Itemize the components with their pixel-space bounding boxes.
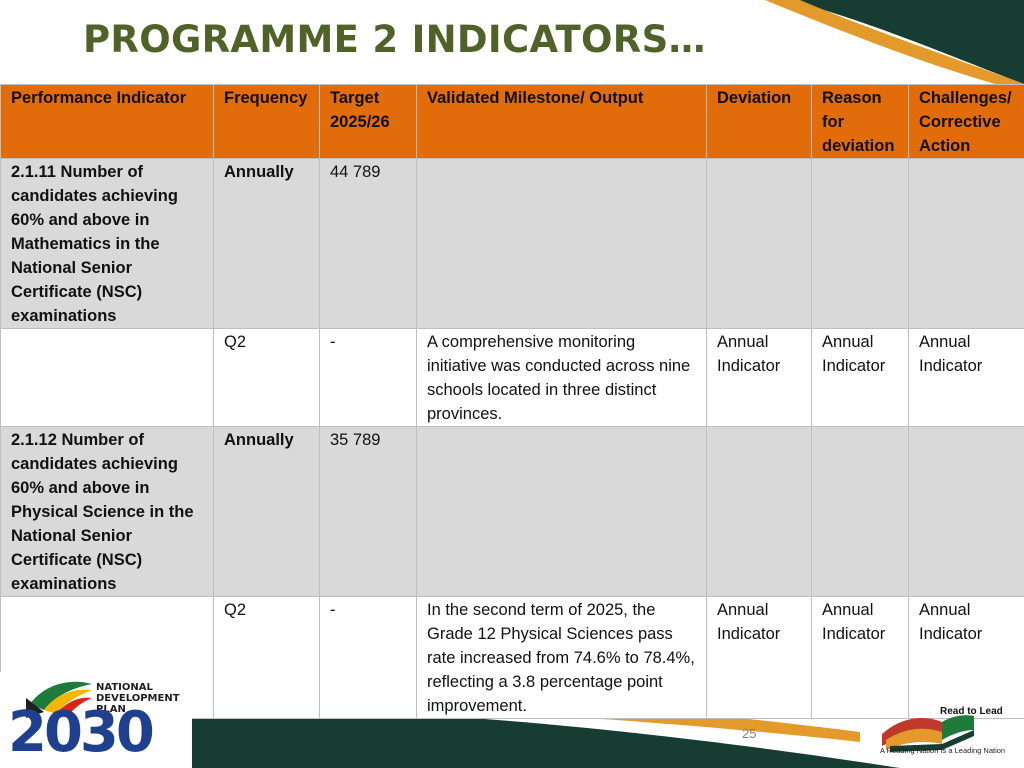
read-to-lead-tagline: A Reading Nation Is a Leading Nation <box>880 746 1006 755</box>
table-row: 2.1.11 Number of candidates achieving 60… <box>0 158 1024 329</box>
indicators-table: Performance Indicator Frequency Target 2… <box>0 84 1024 719</box>
cell-reason <box>811 158 909 329</box>
cell-target: - <box>319 328 417 427</box>
cell-challenges <box>908 426 1024 597</box>
cell-frequency: Q2 <box>213 328 320 427</box>
header-deviation: Deviation <box>706 84 812 159</box>
cell-milestone <box>416 426 707 597</box>
cell-reason: Annual Indicator <box>811 596 909 719</box>
ndp-year: 2030 <box>8 700 155 765</box>
cell-reason: Annual Indicator <box>811 328 909 427</box>
ndp-line1: NATIONAL <box>96 682 153 693</box>
top-right-gold-swoosh <box>765 0 1024 92</box>
slide-title: PROGRAMME 2 INDICATORS… <box>83 18 706 61</box>
cell-deviation: Annual Indicator <box>706 328 812 427</box>
cell-challenges: Annual Indicator <box>908 596 1024 719</box>
cell-milestone <box>416 158 707 329</box>
header-milestone: Validated Milestone/ Output <box>416 84 707 159</box>
cell-frequency: Annually <box>213 158 320 329</box>
cell-milestone: In the second term of 2025, the Grade 12… <box>416 596 707 719</box>
cell-indicator: 2.1.12 Number of candidates achieving 60… <box>0 426 214 597</box>
cell-milestone: A comprehensive monitoring initiative wa… <box>416 328 707 427</box>
top-right-green-swoosh <box>790 0 1024 84</box>
cell-frequency: Annually <box>213 426 320 597</box>
cell-challenges <box>908 158 1024 329</box>
cell-reason <box>811 426 909 597</box>
cell-deviation <box>706 158 812 329</box>
cell-indicator: 2.1.11 Number of candidates achieving 60… <box>0 158 214 329</box>
cell-deviation <box>706 426 812 597</box>
ndp-line2: DEVELOPMENT <box>96 693 180 704</box>
page-number: 25 <box>742 726 757 741</box>
cell-challenges: Annual Indicator <box>908 328 1024 427</box>
bottom-green-swoosh <box>180 706 900 768</box>
cell-target: 35 789 <box>319 426 417 597</box>
book-icon <box>882 715 974 752</box>
read-to-lead-title: Read to Lead <box>940 706 1003 717</box>
header-challenges: Challenges/ Corrective Action <box>908 84 1024 159</box>
table-header-row: Performance Indicator Frequency Target 2… <box>0 84 1024 159</box>
ndp-line3: PLAN <box>96 704 126 715</box>
header-frequency: Frequency <box>213 84 320 159</box>
table-row: Q2 - A comprehensive monitoring initiati… <box>0 328 1024 427</box>
cell-target: 44 789 <box>319 158 417 329</box>
ndp-logo-text: NATIONAL DEVELOPMENT PLAN <box>96 682 180 715</box>
header-performance-indicator: Performance Indicator <box>0 84 214 159</box>
table-row: 2.1.12 Number of candidates achieving 60… <box>0 426 1024 597</box>
cell-target: - <box>319 596 417 719</box>
header-reason: Reason for deviation <box>811 84 909 159</box>
cell-indicator <box>0 328 214 427</box>
cell-deviation: Annual Indicator <box>706 596 812 719</box>
cell-frequency: Q2 <box>213 596 320 719</box>
header-target: Target 2025/26 <box>319 84 417 159</box>
